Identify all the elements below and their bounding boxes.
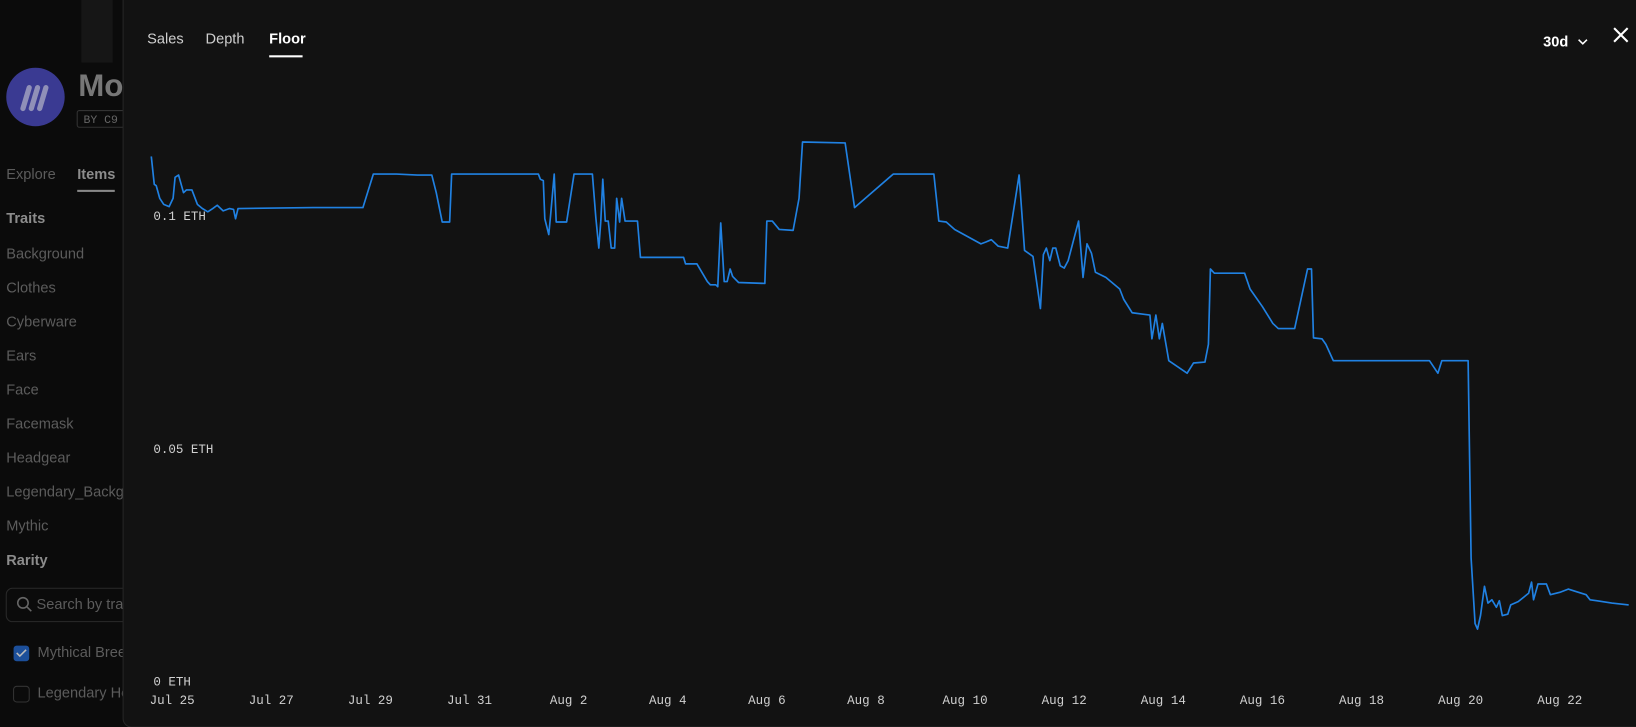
x-tick-label: Jul 31 xyxy=(447,694,492,708)
rarity-option[interactable]: Legendary Ho xyxy=(38,685,130,701)
chart-tab[interactable]: Depth xyxy=(206,31,245,47)
x-tick-label: Aug 22 xyxy=(1537,694,1582,708)
trait-filter[interactable]: Facemask xyxy=(6,416,74,432)
trait-filter[interactable]: Cyberware xyxy=(6,314,77,330)
y-tick-label: 0 ETH xyxy=(153,675,191,689)
x-tick-label: Aug 4 xyxy=(649,694,687,708)
range-select[interactable]: 30d xyxy=(1543,35,1568,51)
x-tick-label: Aug 2 xyxy=(550,694,588,708)
rarity-heading: Rarity xyxy=(6,553,48,569)
x-tick-label: Aug 20 xyxy=(1438,694,1483,708)
banner-shadow xyxy=(81,0,113,63)
trait-list: Background Clothes Cyberware Ears Face Facema… xyxy=(6,246,137,534)
tab-underline xyxy=(269,55,303,58)
rarity-option[interactable]: Mythical Bree xyxy=(38,645,126,661)
x-tick-label: Jul 27 xyxy=(249,694,294,708)
search-icon xyxy=(16,596,29,609)
chart-tab[interactable]: Sales xyxy=(147,31,184,47)
checkbox[interactable] xyxy=(13,685,30,703)
trait-filter[interactable]: Ears xyxy=(6,348,36,364)
nav-underline xyxy=(77,189,115,192)
floor-price-line xyxy=(150,141,1629,630)
chart-modal xyxy=(122,0,1636,727)
floor-chart: 0 ETH 0.05 ETH 0.1 ETH Jul 25 Jul 27 Jul 29 Ju… xyxy=(150,141,1629,708)
y-tick-label: 0.05 ETH xyxy=(153,443,213,457)
search-icon xyxy=(26,606,32,612)
nav-tab[interactable]: Items xyxy=(77,167,115,183)
x-tick-label: Jul 25 xyxy=(150,694,195,708)
x-tick-label: Aug 6 xyxy=(748,694,786,708)
chart-tab-active[interactable]: Floor xyxy=(269,31,306,47)
collection-title: Mo xyxy=(78,68,123,103)
x-tick-label: Aug 10 xyxy=(943,694,988,708)
nav-tab[interactable]: Explore xyxy=(6,167,55,183)
trait-filter[interactable]: Mythic xyxy=(6,518,48,534)
search-placeholder[interactable]: Search by tra xyxy=(37,597,125,613)
dropdown-chevron xyxy=(1578,39,1588,45)
trait-filter[interactable]: Headgear xyxy=(6,450,70,466)
trait-filter[interactable]: Legendary_Backgro xyxy=(6,484,137,500)
avatar-logo xyxy=(20,85,49,112)
trait-filter[interactable]: Clothes xyxy=(6,280,55,296)
checkmark xyxy=(16,649,27,658)
trait-filter[interactable]: Face xyxy=(6,382,38,398)
close-button[interactable] xyxy=(1613,27,1629,43)
creator: BY C9 xyxy=(83,114,118,127)
x-tick-label: Aug 16 xyxy=(1240,694,1285,708)
x-tick-label: Jul 29 xyxy=(348,694,393,708)
traits-heading: Traits xyxy=(6,211,45,227)
x-tick-label: Aug 18 xyxy=(1339,694,1384,708)
x-tick-label: Aug 12 xyxy=(1042,694,1087,708)
trait-filter[interactable]: Background xyxy=(6,246,84,262)
y-tick-label: 0.1 ETH xyxy=(153,210,206,224)
x-tick-label: Aug 8 xyxy=(847,694,885,708)
x-tick-label: Aug 14 xyxy=(1141,694,1186,708)
